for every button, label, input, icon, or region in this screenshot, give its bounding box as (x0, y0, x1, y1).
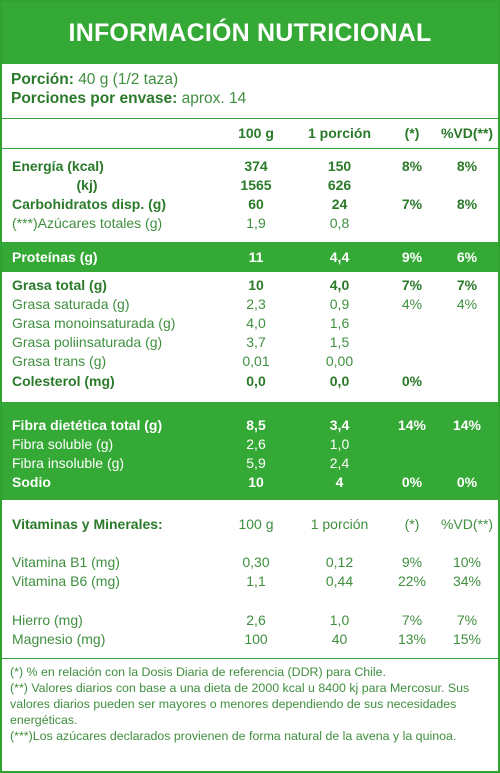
footnote-sugars: (***)Los azúcares declarados provienen d… (10, 729, 457, 743)
servings-per-container-value: aprox. 14 (181, 90, 247, 107)
divider (2, 658, 498, 659)
col-100g: 100 g (238, 125, 274, 141)
table-row: Fibra insoluble (g) 5,9 2,4 (12, 455, 350, 471)
table-row: Vitamina B6 (mg) 1,1 0,44 22% 34% (12, 573, 482, 589)
serving-size-value: 40 g (1/2 taza) (78, 71, 179, 88)
table-row: Vitamina B1 (mg) 0,30 0,12 9% 10% (12, 554, 482, 570)
table-row: Carbohidratos disp. (g) 60 24 7% 8% (12, 196, 478, 212)
footnote-ddr: (*) % en relación con la Dosis Diaria de… (10, 665, 386, 679)
col-ddr: (*) (404, 125, 420, 141)
col-portion: 1 porción (307, 125, 371, 141)
table-row: Magnesio (mg) 100 40 13% 15% (12, 631, 482, 647)
highlight-band (2, 402, 498, 500)
col-vd: %VD(**) (440, 125, 494, 141)
table-row: Hierro (mg) 2,6 1,0 7% 7% (12, 612, 478, 628)
table-row: Energía (kcal) 374 150 8% 8% (12, 158, 478, 174)
serving-info: Porción: 40 g (1/2 taza) Porciones por e… (11, 70, 246, 108)
divider (2, 118, 498, 119)
table-row: Grasa saturada (g) 2,3 0,9 4% 4% (12, 296, 478, 312)
table-row: Grasa poliinsaturada (g) 3,7 1,5 (12, 334, 350, 350)
table-row: Fibra soluble (g) 2,6 1,0 (12, 436, 350, 452)
divider (2, 148, 498, 149)
table-row: (kj) 1565 626 (76, 177, 352, 193)
serving-size-label: Porción: (11, 71, 74, 88)
table-row: Proteínas (g) 11 4,4 9% 6% (12, 249, 478, 265)
column-header-row: 100 g 1 porción (*) %VD(**) (2, 124, 498, 143)
vitamins-header-row: Vitaminas y Minerales: 100 g 1 porción (… (12, 516, 494, 532)
table-row: Fibra dietética total (g) 8,5 3,4 14% 14… (12, 417, 482, 433)
table-row: Grasa monoinsaturada (g) 4,0 1,6 (12, 315, 350, 331)
footnote-vd: (**) Valores diarios con base a una diet… (10, 681, 470, 727)
footnotes: (*) % en relación con la Dosis Diaria de… (10, 664, 492, 744)
table-row: Grasa total (g) 10 4,0 7% 7% (12, 277, 478, 293)
table-row: Sodio 10 4 0% 0% (12, 474, 478, 490)
nutrition-title: INFORMACIÓN NUTRICIONAL (2, 2, 498, 64)
table-row: Colesterol (mg) 0,0 0,0 0% (12, 373, 423, 389)
highlight-band (2, 242, 498, 272)
table-row: Grasa trans (g) 0,01 0,00 (12, 353, 354, 369)
servings-per-container-label: Porciones por envase: (11, 90, 178, 107)
table-row: (***)Azúcares totales (g) 1,9 0,8 (12, 215, 350, 231)
